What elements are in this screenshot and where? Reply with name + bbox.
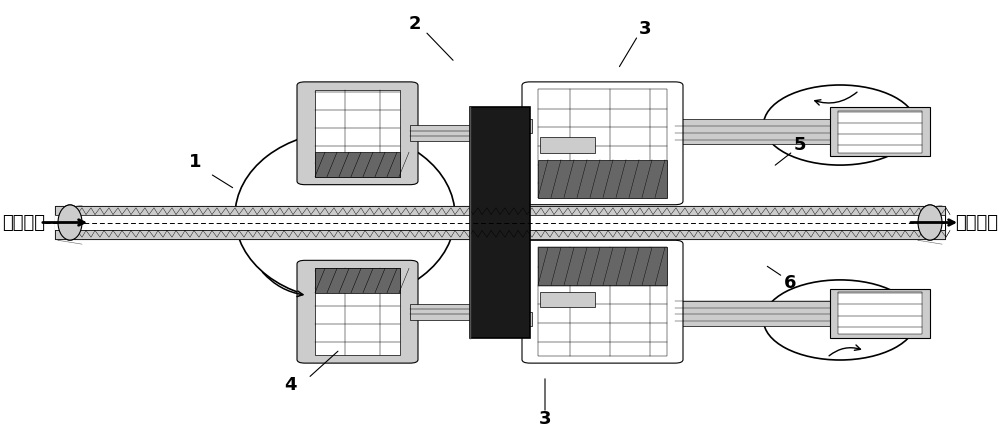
Bar [490, 119, 532, 133]
Ellipse shape [918, 205, 942, 240]
Bar [315, 90, 400, 177]
Bar [538, 89, 667, 198]
Text: 2: 2 [409, 16, 421, 33]
Bar [675, 119, 830, 144]
Bar [470, 107, 530, 338]
Text: 1: 1 [189, 154, 201, 171]
Bar [315, 268, 400, 355]
Bar [55, 230, 945, 239]
Bar [538, 247, 667, 285]
FancyBboxPatch shape [522, 240, 683, 363]
Bar [838, 292, 922, 334]
Bar [410, 125, 470, 141]
Bar [490, 312, 532, 326]
Bar [55, 215, 945, 230]
Bar [838, 111, 922, 153]
Text: 3: 3 [639, 20, 651, 38]
Text: 5: 5 [794, 136, 806, 154]
Ellipse shape [58, 205, 82, 240]
Text: 3: 3 [539, 410, 551, 428]
Ellipse shape [918, 205, 942, 240]
Bar [540, 292, 595, 307]
Bar [55, 206, 945, 215]
Bar [538, 247, 667, 356]
Bar [830, 289, 930, 338]
Text: 出料方向: 出料方向 [955, 214, 998, 231]
Bar [410, 303, 470, 320]
Bar [55, 206, 945, 215]
FancyBboxPatch shape [522, 82, 683, 205]
Ellipse shape [58, 205, 82, 240]
Bar [538, 160, 667, 198]
Bar [675, 301, 830, 326]
Text: 6: 6 [784, 274, 796, 291]
Bar [540, 137, 595, 153]
FancyBboxPatch shape [297, 260, 418, 363]
Bar [830, 107, 930, 156]
Text: 进料方向: 进料方向 [2, 214, 45, 231]
Text: 4: 4 [284, 376, 296, 394]
Bar [55, 206, 945, 239]
FancyBboxPatch shape [297, 82, 418, 185]
Bar [315, 152, 400, 177]
Bar [55, 230, 945, 239]
Bar [315, 268, 400, 293]
